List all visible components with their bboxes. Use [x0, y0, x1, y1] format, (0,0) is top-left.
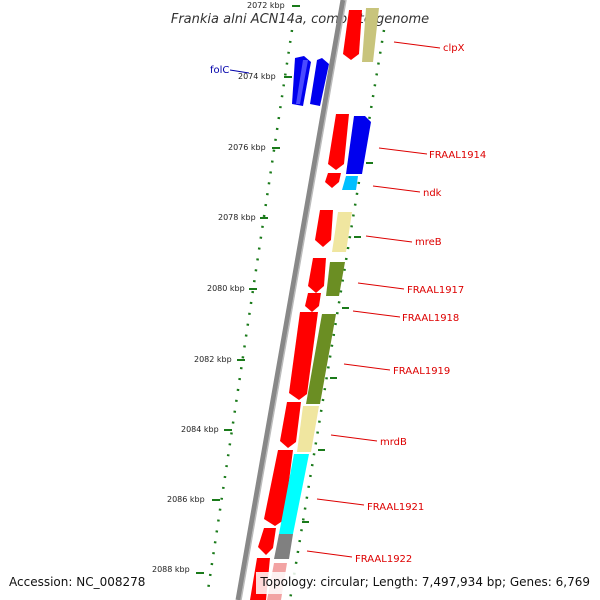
- gene-mrdB[interactable]: [297, 406, 319, 452]
- gene-label-FRAAL1914[interactable]: FRAAL1914: [429, 150, 486, 161]
- label-leader: [306, 550, 353, 558]
- label-leader: [343, 363, 391, 371]
- label-leader: [372, 185, 421, 193]
- genome-backbone: [235, 0, 346, 600]
- cds-feature: [258, 528, 276, 555]
- gene-mreB[interactable]: [332, 212, 352, 252]
- gene-label-ndk[interactable]: ndk: [423, 188, 442, 199]
- gene-labels: clpX folC FRAAL1914 ndk mreB FRAAL1917 F…: [210, 41, 486, 565]
- cds-feature: [289, 312, 318, 400]
- cds-feature: [308, 258, 326, 293]
- cds-feature: [315, 210, 333, 247]
- cds-feature: [280, 402, 301, 448]
- label-leader: [378, 147, 428, 155]
- gene-FRAAL1919[interactable]: [306, 314, 336, 404]
- tick-label: 2072 kbp: [247, 1, 285, 10]
- gene-clpX[interactable]: [362, 8, 379, 62]
- cds-forward-group: [250, 10, 362, 600]
- cds-feature: [305, 293, 321, 312]
- tick-label: 2074 kbp: [238, 72, 276, 81]
- map-title: Frankia alni ACN14a, complete genome: [171, 12, 429, 27]
- gene-label-mrdB[interactable]: mrdB: [380, 437, 407, 448]
- tick-group: 2072 kbp 2074 kbp 2076 kbp 2078 kbp 2080…: [152, 1, 300, 574]
- label-leader: [229, 69, 250, 74]
- footer-backdrop-left: [0, 572, 150, 594]
- gene-ndk[interactable]: [342, 176, 358, 190]
- tick-label: 2084 kbp: [181, 425, 219, 434]
- gene-label-folC[interactable]: folC: [210, 65, 229, 76]
- cds-feature: [343, 10, 362, 60]
- gene-label-FRAAL1919[interactable]: FRAAL1919: [393, 366, 450, 377]
- label-leader: [352, 310, 401, 318]
- inner-tick-group: [302, 162, 373, 523]
- topology-label: Topology: circular; Length: 7,497,934 bp…: [259, 575, 590, 589]
- gene-label-FRAAL1921[interactable]: FRAAL1921: [367, 502, 424, 513]
- cds-feature: [328, 114, 349, 170]
- footer-backdrop-right: [256, 572, 596, 594]
- gene-FRAAL1922[interactable]: [274, 534, 293, 559]
- label-leader: [316, 498, 365, 506]
- gene-folC-2[interactable]: [310, 58, 329, 106]
- gene-FRAAL1921[interactable]: [279, 454, 309, 534]
- cds-feature: [325, 173, 341, 188]
- gene-label-FRAAL1917[interactable]: FRAAL1917: [407, 285, 464, 296]
- gene-label-FRAAL1918[interactable]: FRAAL1918: [402, 313, 459, 324]
- tick-label: 2076 kbp: [228, 143, 266, 152]
- genome-backbone-highlight: [240, 0, 347, 600]
- label-leader: [357, 282, 405, 290]
- tick-label: 2082 kbp: [194, 355, 232, 364]
- gene-FRAAL1917[interactable]: [326, 262, 345, 296]
- tick-label: 2080 kbp: [207, 284, 245, 293]
- gene-label-FRAAL1922[interactable]: FRAAL1922: [355, 554, 412, 565]
- cds-feature: [264, 450, 293, 526]
- gene-FRAAL1914[interactable]: [346, 116, 371, 174]
- cds-product-group: [267, 8, 379, 600]
- tick-label: 2086 kbp: [167, 495, 205, 504]
- tick-label: 2078 kbp: [218, 213, 256, 222]
- gene-label-mreB[interactable]: mreB: [415, 237, 442, 248]
- gene-label-clpX[interactable]: clpX: [443, 43, 465, 54]
- label-leader: [393, 41, 441, 49]
- label-leader: [330, 434, 378, 442]
- label-leader: [365, 235, 413, 243]
- tick-label: 2088 kbp: [152, 565, 190, 574]
- accession-label: Accession: NC_008278: [9, 575, 145, 589]
- gene-folC-highlight: [296, 60, 308, 104]
